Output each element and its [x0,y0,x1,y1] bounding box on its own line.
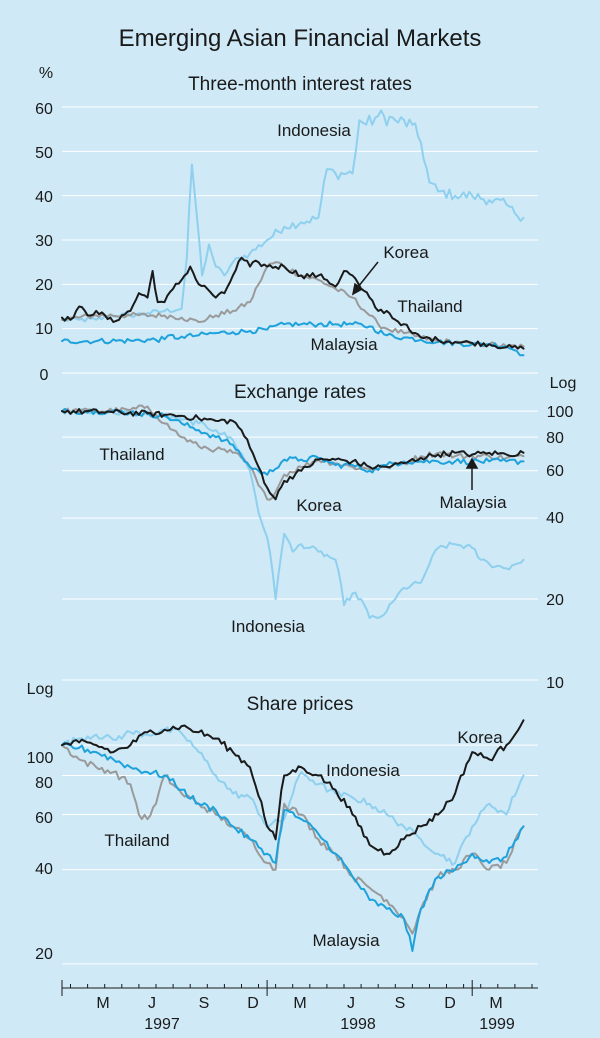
panel1-ytick-10: 10 [35,321,53,338]
panel2-label-korea: Korea [296,496,342,515]
series-line-korea [61,256,525,350]
series-line-indonesia [61,726,525,866]
year-label-1997: 1997 [144,1016,180,1033]
series-line-thailand [61,261,525,349]
panel1-title: Three-month interest rates [188,74,412,95]
panel3-label-thailand: Thailand [104,831,169,850]
xtick-label: J [347,995,355,1012]
panel1-ytick-20: 20 [35,277,53,294]
xtick-layer [61,980,533,996]
malaysia-arrowhead [465,457,479,469]
xtick-label: M [96,995,109,1012]
panel3-title: Share prices [247,694,354,715]
year-label-1999: 1999 [479,1016,515,1033]
chart-text: Emerging Asian Financial Markets Three-m… [27,25,577,1033]
series-line-korea [61,719,525,856]
panel2-ytick-100: 100 [547,404,574,421]
panel1-ytick-0: 0 [40,367,49,384]
korea-arrow [357,261,379,288]
panel1-label-malaysia: Malaysia [310,335,378,354]
xtick-label: S [199,995,210,1012]
panel2-label-malaysia: Malaysia [439,493,507,512]
series-line-indonesia [61,408,525,619]
panel2-title: Exchange rates [234,382,366,403]
xtick-label: D [444,995,456,1012]
panel1-label-indonesia: Indonesia [277,121,351,140]
panel2-y-unit: Log [550,375,577,392]
panel2-ytick-80: 80 [546,430,564,447]
panel1-label-korea: Korea [383,243,429,262]
series-layer [61,109,525,952]
figure-title: Emerging Asian Financial Markets [119,25,482,52]
series-line-korea [61,408,525,501]
panel3-y-unit: Log [27,681,54,698]
panel3-label-malaysia: Malaysia [312,931,380,950]
panel1-label-thailand: Thailand [397,297,462,316]
xtick-label: M [293,995,306,1012]
panel3-ytick-100: 100 [27,750,54,767]
panel3-label-korea: Korea [457,728,503,747]
panel2-ytick-60: 60 [546,463,564,480]
panel2-ytick-40: 40 [546,510,564,527]
xtick-label: J [148,995,156,1012]
series-line-malaysia [61,320,525,357]
panel3-ytick-20: 20 [35,946,53,963]
series-line-malaysia [61,407,525,476]
series-line-malaysia [61,741,525,952]
panel3-ytick-60: 60 [35,810,53,827]
xtick-label: S [395,995,406,1012]
panel2-label-thailand: Thailand [99,445,164,464]
panel1-ytick-30: 30 [35,233,53,250]
panel3-ytick-40: 40 [35,861,53,878]
panel1-ytick-60: 60 [35,101,53,118]
panel2-ytick-20: 20 [546,592,564,609]
series-line-indonesia [61,109,525,323]
panel1-ytick-50: 50 [35,145,53,162]
korea-arrowhead [351,282,364,296]
annotation-arrows [351,261,479,490]
panel2-ytick-10: 10 [546,675,564,692]
panel2-label-indonesia: Indonesia [231,617,305,636]
xtick-label: D [247,995,259,1012]
panel3-label-indonesia: Indonesia [326,761,400,780]
year-label-1998: 1998 [340,1016,376,1033]
panel3-ytick-80: 80 [35,775,53,792]
xtick-label: M [489,995,502,1012]
panel1-y-unit: % [39,65,53,82]
panel1-ytick-40: 40 [35,189,53,206]
